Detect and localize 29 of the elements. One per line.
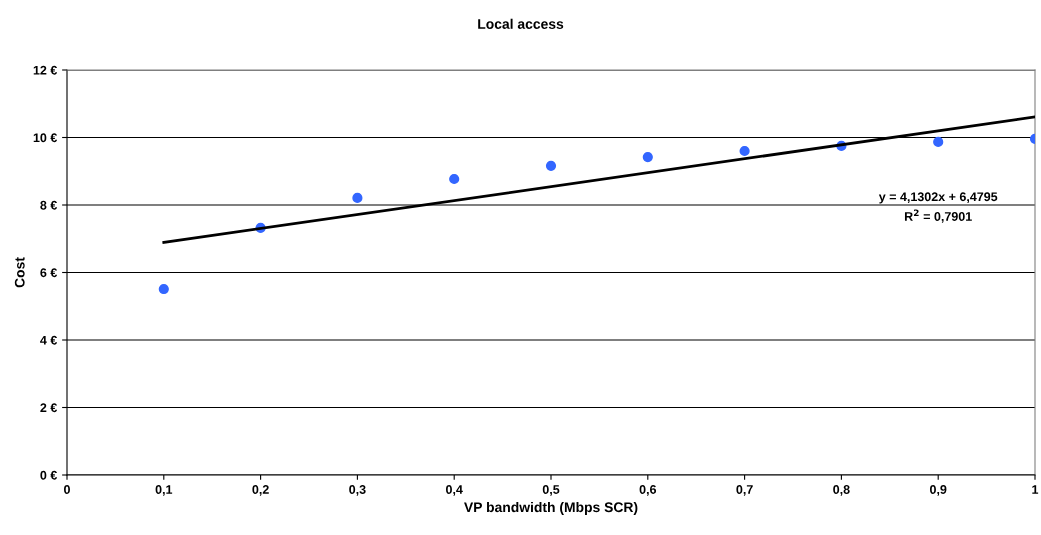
x-tick-label: 0,4 (446, 485, 463, 496)
annotation: y = 4,1302x + 6,4795 R$^{2}$ = 0,7901 (878, 192, 998, 223)
x-tick-label: 0,6 (639, 485, 657, 496)
x-tick-label: 1 (1032, 485, 1039, 494)
y-tick-label: 0 € (40, 470, 58, 480)
point (545, 160, 557, 171)
y-tick-label: 12 € (33, 65, 58, 75)
x-tick-label: 0 (64, 485, 70, 494)
x-tick-label: 0,8 (833, 485, 850, 496)
x-tick-label: 0,7 (736, 485, 753, 496)
point (158, 283, 169, 295)
point (642, 151, 653, 163)
point (352, 192, 363, 203)
y-tick-label: 4 € (40, 335, 58, 345)
point (739, 145, 750, 157)
y-tick-label: 6 € (40, 268, 58, 278)
x-tick-label: 0,3 (349, 485, 366, 496)
y-axis-title: Cost (14, 257, 25, 288)
y-tick-label: 2 € (40, 403, 58, 413)
x-tick-label: 0,5 (542, 485, 560, 496)
x-axis-title: VP bandwidth (Mbps SCR) (464, 501, 638, 515)
point (933, 136, 944, 147)
point (449, 173, 460, 185)
y-tick-label: 10 € (33, 133, 58, 143)
x-tick-label: 0,9 (930, 485, 947, 496)
x-tick-label: 0,2 (252, 485, 269, 496)
chart-title: Local access (478, 18, 564, 29)
x-tick-label: 0,1 (155, 485, 173, 496)
y-tick-label: 8 € (40, 200, 58, 210)
